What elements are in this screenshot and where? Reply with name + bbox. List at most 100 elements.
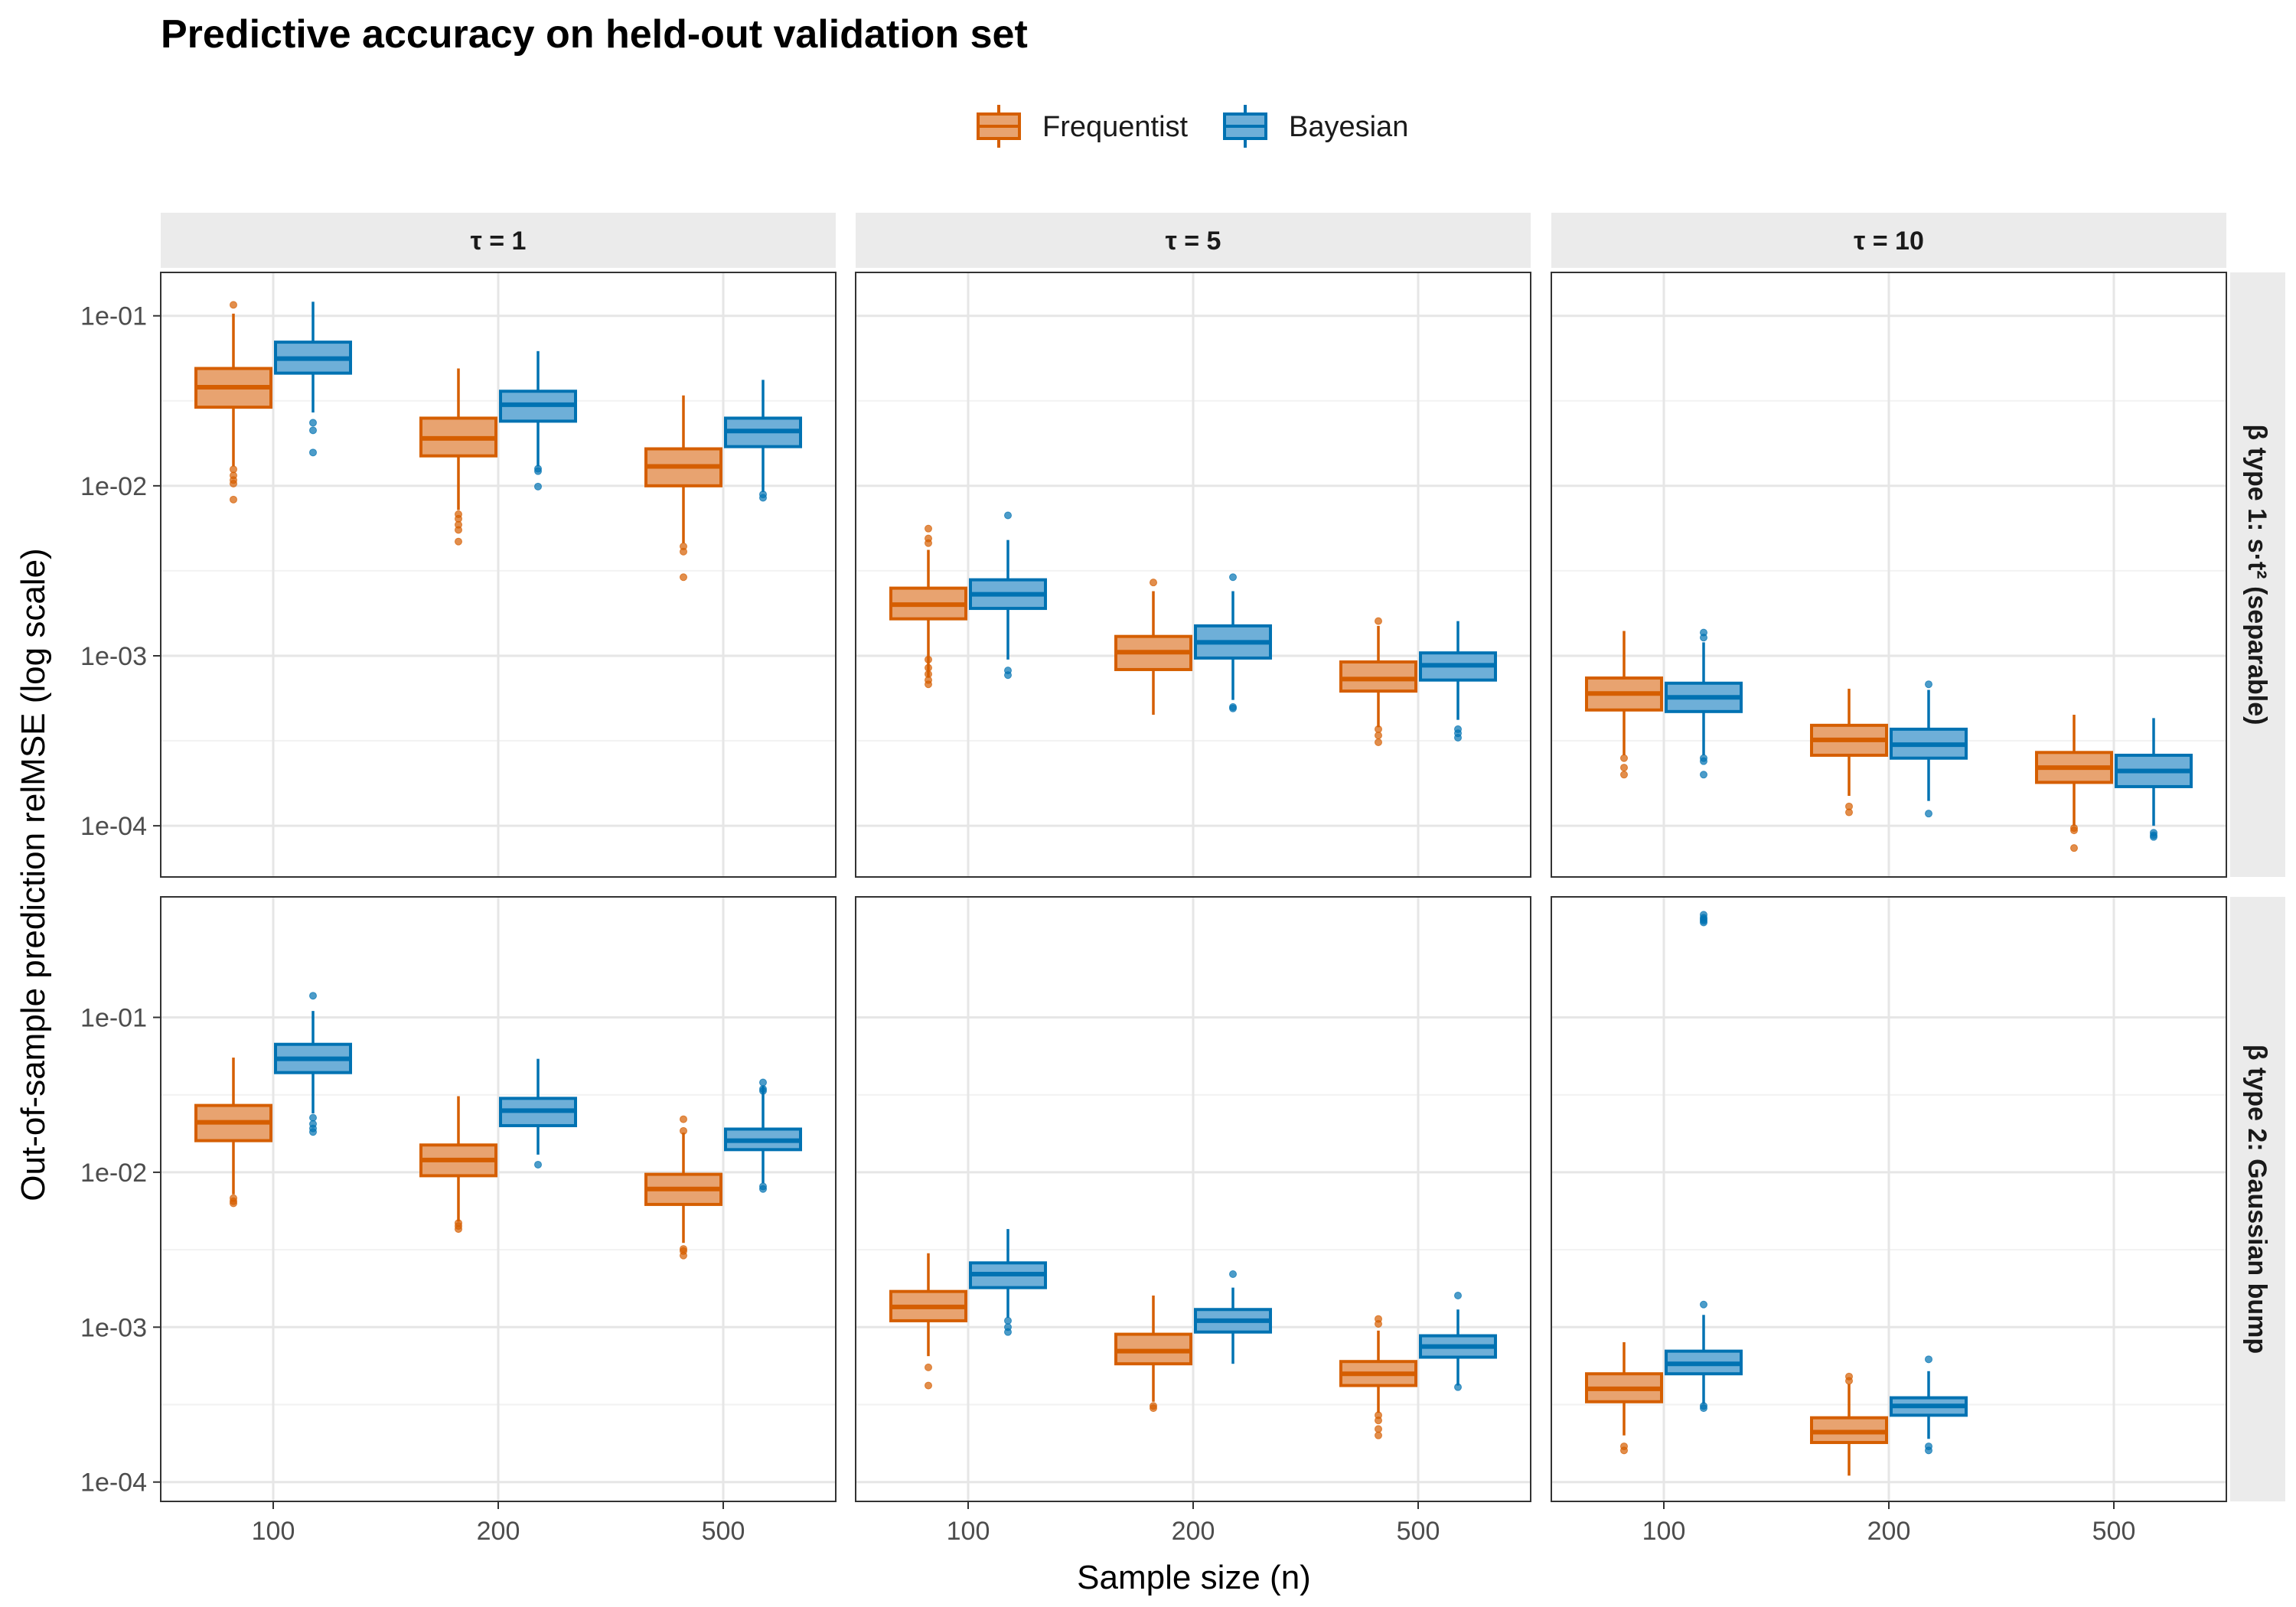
outlier-point xyxy=(759,1078,767,1087)
box-bayesian-500 xyxy=(2115,718,2193,841)
outlier-point xyxy=(1229,1270,1237,1279)
outlier-point xyxy=(1620,764,1628,772)
box-frequentist-100 xyxy=(194,1058,272,1208)
facet-strips: τ = 1 τ = 5 τ = 10 β type 1: s·t² (separabl… xyxy=(161,213,2285,1501)
outlier-point xyxy=(1700,1404,1707,1413)
outlier-point xyxy=(925,680,932,689)
box-bayesian-100 xyxy=(1665,911,1743,1413)
outlier-point xyxy=(309,1113,317,1122)
outlier-point xyxy=(1925,680,1932,689)
outlier-point xyxy=(1375,1320,1382,1328)
outlier-point xyxy=(1375,738,1382,746)
box-frequentist-200 xyxy=(419,1096,497,1234)
outlier-point xyxy=(534,467,542,475)
box-frequentist-200 xyxy=(1114,1295,1192,1413)
box-frequentist-200 xyxy=(1114,579,1192,715)
outlier-point xyxy=(680,573,687,582)
y-tick-label: 1e-02 xyxy=(80,1159,147,1188)
outlier-point xyxy=(680,547,687,556)
outlier-point xyxy=(1375,1425,1382,1433)
outlier-point xyxy=(1229,573,1237,582)
outlier-point xyxy=(1620,1446,1628,1455)
x-tick-label: 100 xyxy=(947,1517,990,1546)
outlier-point xyxy=(759,1087,767,1095)
outlier-point xyxy=(534,482,542,491)
box-bayesian-500 xyxy=(724,1078,802,1193)
outlier-point xyxy=(309,448,317,457)
outlier-point xyxy=(680,1251,687,1260)
row-strip-1 xyxy=(2230,272,2285,877)
outlier-point xyxy=(1004,671,1012,680)
box-frequentist-100 xyxy=(889,524,967,689)
box-frequentist-500 xyxy=(644,395,722,582)
chart-title: Predictive accuracy on held-out validati… xyxy=(161,12,1028,57)
outlier-point xyxy=(1925,1355,1932,1364)
outlier-point xyxy=(309,419,317,427)
legend: Frequentist Bayesian xyxy=(977,105,1408,148)
outlier-point xyxy=(309,426,317,435)
panel-border xyxy=(1551,272,2227,878)
x-axis-title: Sample size (n) xyxy=(1077,1559,1311,1596)
box-frequentist-500 xyxy=(1339,1315,1417,1439)
y-tick-label: 1e-01 xyxy=(80,302,147,331)
box-frequentist-100 xyxy=(1585,1341,1663,1455)
panel-r1-c2 xyxy=(855,272,1531,878)
box-bayesian-100 xyxy=(969,511,1047,680)
outlier-point xyxy=(925,524,932,533)
outlier-point xyxy=(230,479,237,487)
x-axis-ticks: 100 200 500 100 200 500 100 200 500 xyxy=(252,1501,2135,1546)
box-bayesian-200 xyxy=(499,1058,577,1169)
outlier-point xyxy=(1004,1328,1012,1336)
box-bayesian-200 xyxy=(1890,680,1968,818)
legend-label-bayesian: Bayesian xyxy=(1289,111,1408,143)
outlier-point xyxy=(925,1381,932,1390)
box-bayesian-500 xyxy=(1419,1291,1497,1391)
outlier-point xyxy=(1004,1316,1012,1325)
outlier-point xyxy=(1845,808,1853,817)
outlier-point xyxy=(230,301,237,309)
outlier-point xyxy=(1454,1291,1462,1299)
col-strip-1 xyxy=(161,213,836,268)
x-tick-label: 500 xyxy=(702,1517,745,1546)
outlier-point xyxy=(1375,1416,1382,1425)
outlier-point xyxy=(534,1160,542,1169)
y-axis-title: Out-of-sample prediction relMSE (log sca… xyxy=(15,548,52,1201)
legend-label-frequentist: Frequentist xyxy=(1042,111,1189,143)
col-strip-label-3: τ = 10 xyxy=(1854,227,1924,256)
row-strip-2 xyxy=(2230,897,2285,1501)
outlier-point xyxy=(230,1199,237,1208)
outlier-point xyxy=(2150,833,2157,841)
outlier-point xyxy=(1454,733,1462,742)
box-bayesian-100 xyxy=(274,992,352,1136)
col-strip-2 xyxy=(856,213,1531,268)
outlier-point xyxy=(455,537,462,546)
col-strip-label-1: τ = 1 xyxy=(471,227,527,256)
box-bayesian-100 xyxy=(274,302,352,457)
outlier-point xyxy=(1004,511,1012,520)
outlier-point xyxy=(1229,704,1237,712)
outlier-point xyxy=(1150,1404,1157,1413)
outlier-point xyxy=(1700,757,1707,765)
outlier-point xyxy=(2070,826,2078,835)
x-tick-label: 200 xyxy=(1172,1517,1215,1546)
outlier-point xyxy=(1375,617,1382,625)
outlier-point xyxy=(1375,725,1382,733)
row-strip-label-2: β type 2: Gaussian bump xyxy=(2242,1045,2272,1354)
box-bayesian-500 xyxy=(1419,621,1497,742)
outlier-point xyxy=(1375,732,1382,740)
outlier-point xyxy=(1700,634,1707,642)
panel-r2-c3 xyxy=(1551,896,2227,1502)
panel-border xyxy=(160,272,837,878)
box-bayesian-200 xyxy=(1194,1270,1272,1364)
box-frequentist-500 xyxy=(1339,617,1417,746)
outlier-point xyxy=(680,1115,687,1123)
box-frequentist-200 xyxy=(1810,1372,1888,1476)
panel-r2-c1 xyxy=(160,896,837,1502)
outlier-point xyxy=(1925,810,1932,818)
outlier-point xyxy=(925,655,932,663)
panel-border xyxy=(855,272,1531,878)
outlier-point xyxy=(309,1128,317,1136)
box-bayesian-100 xyxy=(969,1229,1047,1336)
box-frequentist-100 xyxy=(1585,631,1663,779)
